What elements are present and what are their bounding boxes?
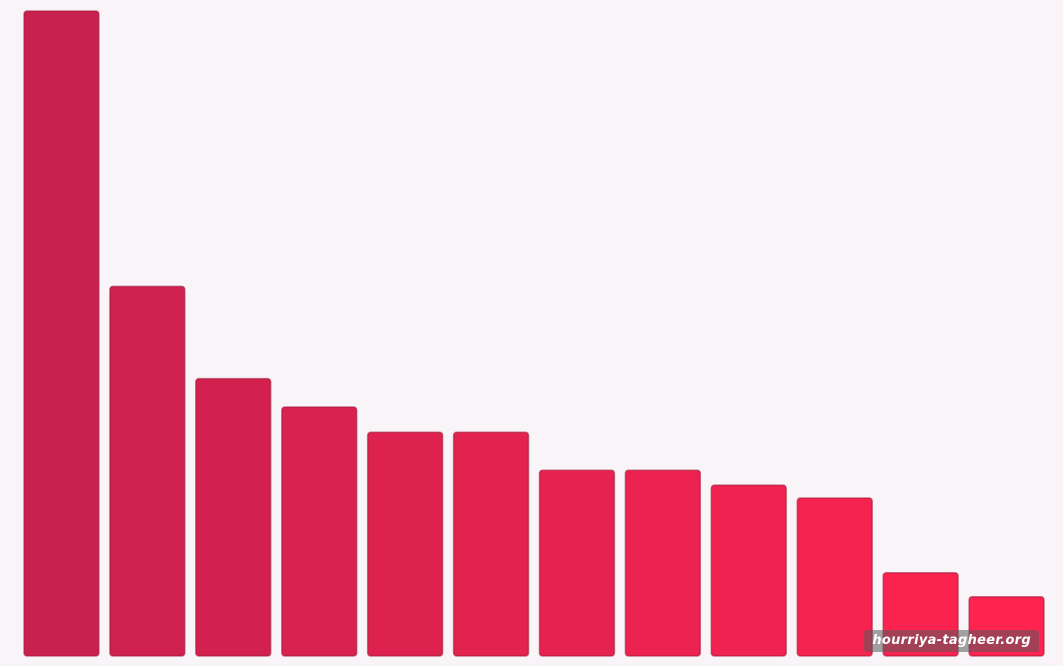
bar-4 — [281, 406, 358, 657]
bar-1 — [23, 10, 100, 657]
bar-5 — [366, 431, 444, 657]
bars-group — [23, 10, 1045, 657]
bar-7 — [538, 469, 616, 657]
bar-6 — [452, 431, 530, 657]
bar-9 — [710, 484, 787, 657]
bar-3 — [195, 377, 272, 657]
bar-10 — [796, 497, 873, 657]
bar-8 — [624, 469, 702, 657]
bar-2 — [109, 285, 186, 657]
watermark: hourriya-tagheer.org — [864, 630, 1039, 652]
